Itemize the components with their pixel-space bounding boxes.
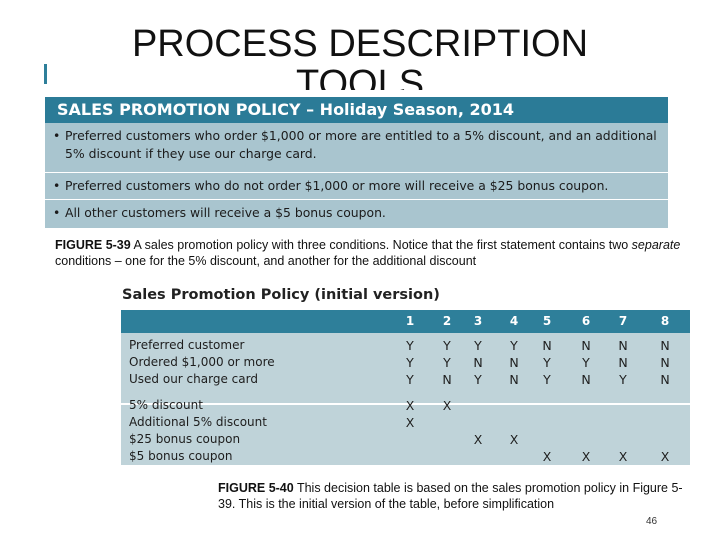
action-label: $25 bonus coupon: [129, 432, 241, 446]
column-number-1: 1: [405, 314, 415, 328]
condition-cell: N: [581, 372, 591, 387]
figure-5-40-caption: FIGURE 5-40 This decision table is based…: [218, 480, 688, 512]
action-cell: X: [442, 398, 452, 413]
condition-cell: N: [473, 355, 483, 370]
condition-cell: Y: [474, 338, 482, 353]
caption2-text: This decision table is based on the sale…: [218, 481, 683, 511]
column-number-2: 2: [442, 314, 452, 328]
title-accent-bar: [44, 64, 47, 84]
action-cell: X: [405, 415, 415, 430]
column-number-4: 4: [509, 314, 519, 328]
condition-cell: N: [442, 372, 452, 387]
column-number-6: 6: [581, 314, 591, 328]
column-number-5: 5: [542, 314, 552, 328]
action-label: $5 bonus coupon: [129, 449, 233, 463]
action-cell: X: [473, 432, 483, 447]
condition-cell: N: [542, 338, 552, 353]
page-number: 46: [646, 516, 658, 527]
condition-label: Used our charge card: [129, 372, 258, 386]
caption1-text-after: conditions – one for the 5% discount, an…: [55, 254, 477, 268]
slide-title: PROCESS DESCRIPTION TOOLS: [0, 24, 720, 90]
condition-cell: N: [618, 338, 628, 353]
caption1-text-before: A sales promotion policy with three cond…: [130, 238, 632, 252]
slide-title-line-1: PROCESS DESCRIPTION: [131, 24, 589, 65]
condition-cell: N: [660, 355, 670, 370]
condition-cell: Y: [582, 355, 590, 370]
decision-table: 1 2 3 4 5 6 7 8 Preferred customer Y Y Y Y N N N N Ordere…: [121, 310, 690, 465]
condition-label: Ordered $1,000 or more: [129, 355, 275, 369]
figure-5-39-label: FIGURE 5-39: [55, 238, 131, 252]
figure-5-39-caption: FIGURE 5-39 A sales promotion policy wit…: [55, 237, 685, 269]
condition-cell: Y: [443, 355, 451, 370]
condition-cell: Y: [619, 372, 627, 387]
condition-cell: Y: [510, 338, 518, 353]
action-label: 5% discount: [129, 398, 203, 412]
condition-cell: Y: [543, 372, 551, 387]
slide-title-line-2: TOOLS: [295, 63, 425, 90]
policy-header: SALES PROMOTION POLICY – Holiday Season,…: [45, 97, 668, 123]
policy-rule-2: Preferred customers who do not order $1,…: [45, 172, 668, 199]
policy-rule-1: Preferred customers who order $1,000 or …: [45, 123, 668, 172]
action-cell: X: [581, 449, 591, 464]
condition-cell: N: [660, 372, 670, 387]
decision-table-header: [121, 310, 690, 333]
sales-promotion-policy-box: SALES PROMOTION POLICY – Holiday Season,…: [45, 97, 668, 228]
decision-table-title: Sales Promotion Policy (initial version): [122, 287, 440, 303]
column-number-3: 3: [473, 314, 483, 328]
condition-cell: Y: [474, 372, 482, 387]
action-label: Additional 5% discount: [129, 415, 267, 429]
condition-cell: Y: [443, 338, 451, 353]
column-number-7: 7: [618, 314, 628, 328]
policy-rule-3: All other customers will receive a $5 bo…: [45, 199, 668, 228]
caption1-emphasis: separate: [631, 238, 681, 252]
condition-cell: N: [618, 355, 628, 370]
column-number-8: 8: [660, 314, 670, 328]
figure-5-40-label: FIGURE 5-40: [218, 481, 294, 495]
condition-cell: N: [509, 372, 519, 387]
decision-table-divider: [121, 403, 690, 405]
condition-label: Preferred customer: [129, 338, 245, 352]
condition-cell: Y: [406, 372, 414, 387]
condition-cell: N: [581, 338, 591, 353]
condition-cell: Y: [543, 355, 551, 370]
action-cell: X: [542, 449, 552, 464]
condition-cell: Y: [406, 338, 414, 353]
condition-cell: N: [660, 338, 670, 353]
action-cell: X: [509, 432, 519, 447]
condition-cell: Y: [406, 355, 414, 370]
condition-cell: N: [509, 355, 519, 370]
action-cell: X: [618, 449, 628, 464]
action-cell: X: [660, 449, 670, 464]
action-cell: X: [405, 398, 415, 413]
